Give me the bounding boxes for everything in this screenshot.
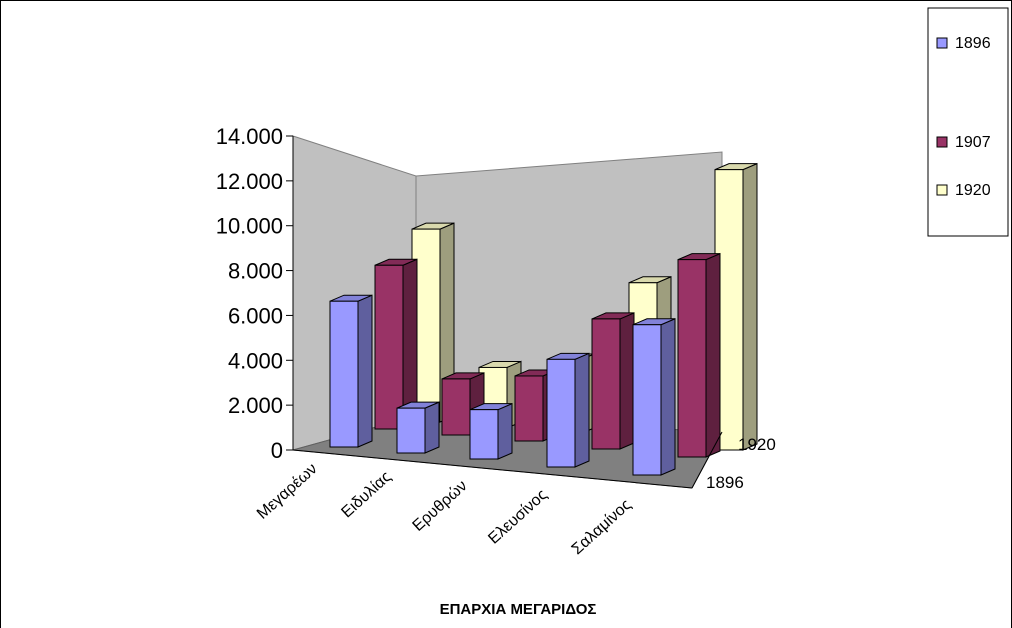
bars <box>329 162 758 476</box>
bar-front <box>591 318 621 450</box>
depth-axis-labels: 1896 1920 <box>706 435 776 492</box>
bar-front <box>374 264 404 430</box>
bar <box>396 401 440 454</box>
bar-front <box>441 378 471 436</box>
y-axis-ticks <box>286 135 294 451</box>
y-tick-label: 0 <box>271 438 283 463</box>
bar-side <box>705 252 721 458</box>
legend-swatch <box>936 37 948 49</box>
bar-side <box>619 312 635 450</box>
bar-front <box>632 324 662 476</box>
legend-swatch <box>936 136 948 148</box>
y-tick-label: 10.000 <box>216 214 283 239</box>
bar-side <box>660 317 676 476</box>
depth-tick-label: 1920 <box>738 435 776 454</box>
bar <box>329 294 373 448</box>
bar <box>546 352 590 468</box>
x-axis-title: ΕΠΑΡΧΙΑ ΜΕΓΑΡΙΔΟΣ <box>440 601 597 618</box>
bar-side <box>357 294 373 448</box>
bar-side <box>497 402 513 460</box>
legend: 1896 1907 1920 <box>927 7 1009 237</box>
bar-front <box>677 259 707 458</box>
legend-label: 1896 <box>955 35 991 52</box>
y-tick-label: 4.000 <box>228 348 283 373</box>
bar-front <box>329 300 359 448</box>
bar <box>632 317 676 476</box>
bar-side <box>574 352 590 468</box>
y-tick-label: 8.000 <box>228 259 283 284</box>
legend-label: 1920 <box>955 182 991 199</box>
bar-side <box>742 162 758 451</box>
bar <box>591 312 635 450</box>
legend-swatch <box>936 184 948 196</box>
bar-front <box>396 407 426 454</box>
bar <box>374 258 418 430</box>
x-axis-line <box>292 449 693 489</box>
legend-label: 1907 <box>955 134 991 151</box>
y-tick-label: 14.000 <box>216 124 283 149</box>
y-tick-label: 2.000 <box>228 393 283 418</box>
depth-tick-label: 1896 <box>706 473 744 492</box>
bar-front <box>514 375 544 442</box>
bar-front <box>469 409 499 460</box>
bar-side <box>424 401 440 454</box>
bar <box>469 402 513 460</box>
bar-front <box>546 358 576 468</box>
bar <box>677 252 721 458</box>
depth-axis-line <box>691 431 723 489</box>
bar <box>714 162 758 451</box>
y-axis-labels: 0 2.000 4.000 6.000 8.000 10.000 12.000 14.000 <box>216 124 283 463</box>
y-tick-label: 12.000 <box>216 169 283 194</box>
y-tick-label: 6.000 <box>228 303 283 328</box>
